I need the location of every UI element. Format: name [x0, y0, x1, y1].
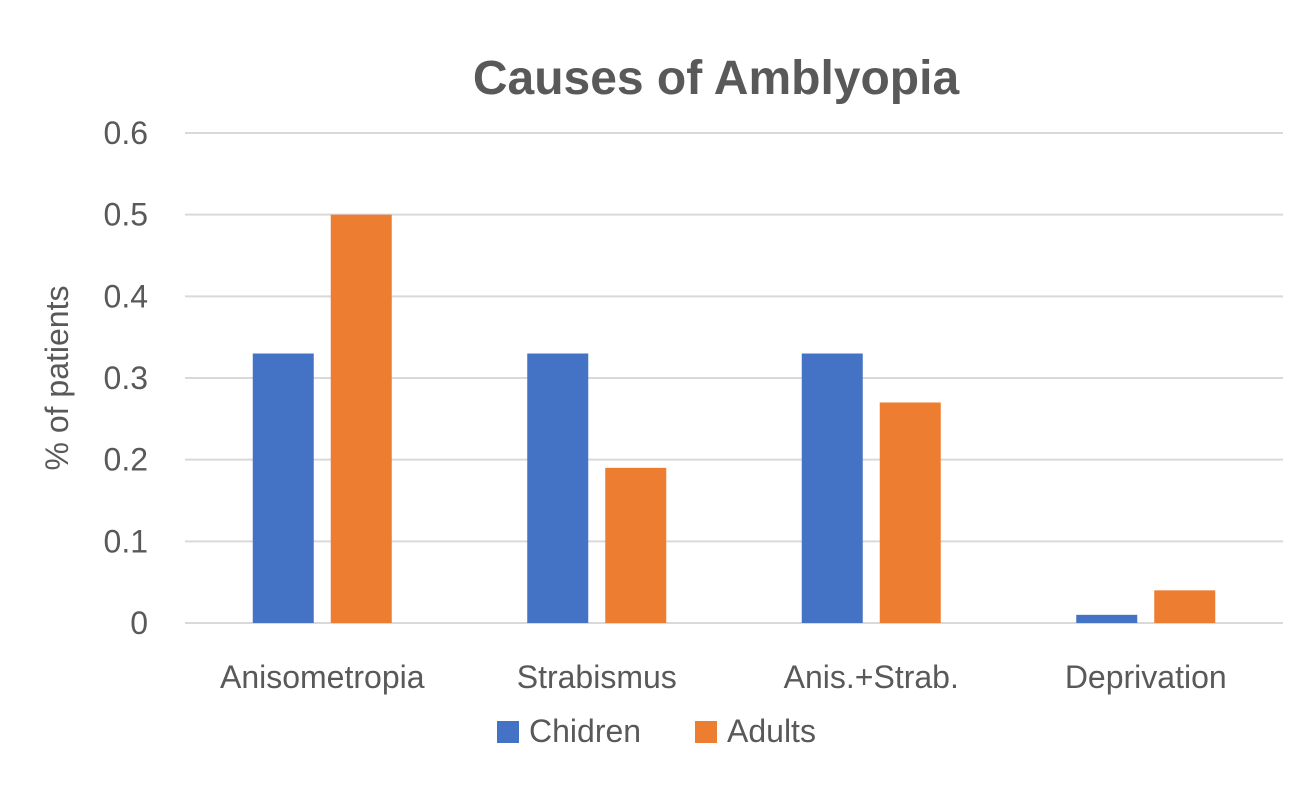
y-axis-ticks: 0 0.1 0.2 0.3 0.4 0.5 0.6 [104, 115, 148, 641]
x-tick-label: Anis.+Strab. [784, 659, 959, 695]
bar-chidren-3 [1076, 614, 1138, 623]
bar-adults-3 [1154, 590, 1216, 623]
bar-chidren-0 [252, 353, 314, 623]
legend[interactable]: Chidren Adults [497, 713, 816, 749]
bars [252, 214, 1216, 623]
y-tick-label: 0.6 [104, 115, 148, 151]
x-tick-label: Anisometropia [220, 659, 425, 695]
y-tick-label: 0.1 [104, 523, 148, 559]
y-axis-label: % of patients [39, 286, 75, 471]
y-tick-label: 0.3 [104, 360, 148, 396]
y-tick-label: 0 [130, 605, 148, 641]
chart-title: Causes of Amblyopia [473, 52, 960, 105]
legend-swatch-adults [695, 721, 717, 743]
legend-label-chidren[interactable]: Chidren [529, 713, 641, 749]
bar-adults-0 [330, 214, 392, 623]
x-tick-label: Strabismus [517, 659, 677, 695]
y-tick-label: 0.5 [104, 197, 148, 233]
x-axis-ticks: Anisometropia Strabismus Anis.+Strab. Depri… [220, 659, 1227, 695]
y-tick-label: 0.2 [104, 442, 148, 478]
bar-adults-1 [605, 467, 667, 623]
bar-adults-2 [879, 402, 941, 623]
x-tick-label: Deprivation [1065, 659, 1227, 695]
bar-chidren-2 [801, 353, 863, 623]
legend-swatch-chidren [497, 721, 519, 743]
legend-label-adults[interactable]: Adults [727, 713, 816, 749]
bar-chidren-1 [527, 353, 589, 623]
y-tick-label: 0.4 [104, 278, 148, 314]
